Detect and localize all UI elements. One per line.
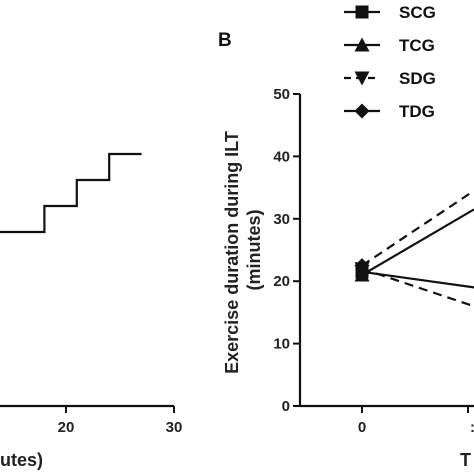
panel-b-y-tick-label: 0: [282, 398, 290, 415]
legend-label-scg: SCG: [399, 3, 436, 22]
panel-a-step-line: [0, 152, 142, 234]
panel-b-y-tick-label: 30: [273, 211, 290, 228]
panel-b-legend: SCG TCG SDG TDG: [344, 3, 436, 121]
series-line-sdg: [361, 267, 474, 308]
panel-b-x-ticks: 0:: [358, 406, 474, 436]
series-line-tcg: [361, 208, 474, 276]
panel-b-y-tick-label: 50: [273, 86, 290, 103]
panel-b-x-tick-label-partial: :: [470, 419, 474, 436]
legend-marker-sdg: [354, 71, 370, 86]
panel-b-y-tick-label: 20: [273, 273, 290, 290]
legend-label-tcg: TCG: [399, 36, 435, 55]
panel-b-x-axis-label-partial: T: [460, 450, 471, 470]
legend-marker-tcg: [354, 37, 370, 52]
panel-b-y-axis-label-line2: (minutes): [244, 209, 264, 290]
panel-a-x-axis-label: utes): [0, 450, 43, 470]
panel-b-y-axis-label: Exercise duration during ILT (minutes): [222, 126, 264, 374]
panel-b-y-ticks: 0 10 20 30 40 50: [273, 86, 300, 415]
legend-label-tdg: TDG: [399, 102, 435, 121]
panel-a-x-tick-label: 30: [166, 419, 183, 436]
panel-b-series: [354, 189, 474, 308]
series-point-tdg: [354, 258, 370, 274]
panel-a-x-tick-label: 20: [58, 419, 75, 436]
panel-b: B Exercise duration during ILT (minutes)…: [218, 3, 474, 470]
panel-b-y-tick-label: 10: [273, 336, 290, 353]
panel-a-x-ticks: 20 30: [58, 406, 183, 436]
panel-b-y-axis-label-line1: Exercise duration during ILT: [222, 131, 242, 374]
series-line-tdg: [361, 189, 474, 267]
panel-b-x-tick-label: 0: [358, 419, 366, 436]
legend-marker-tdg: [354, 103, 370, 119]
panel-b-label: B: [218, 30, 232, 51]
panel-a: 20 30 utes): [0, 152, 183, 470]
panel-b-y-tick-label: 40: [273, 148, 290, 165]
legend-marker-scg: [355, 5, 369, 19]
legend-label-sdg: SDG: [399, 69, 436, 88]
